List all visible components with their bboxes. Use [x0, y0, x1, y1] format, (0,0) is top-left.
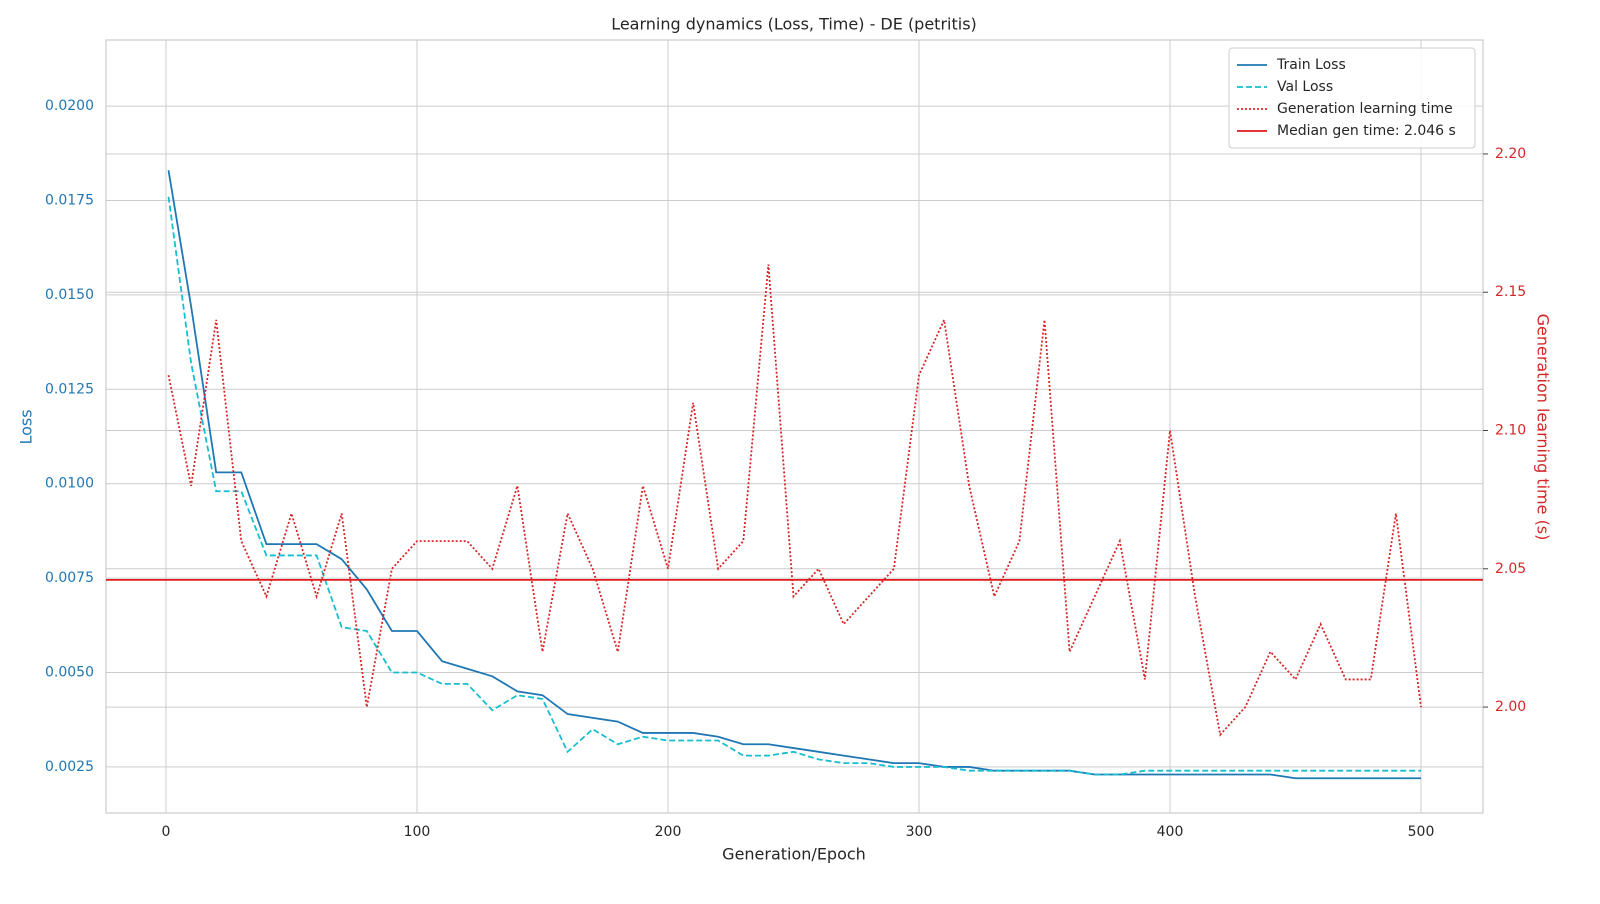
y-tick-label: 0.0100 — [45, 476, 94, 492]
x-tick-label: 500 — [1408, 824, 1435, 840]
y2-tick-label: 2.10 — [1495, 423, 1526, 439]
plot-area — [105, 39, 1484, 814]
chart-title: Learning dynamics (Loss, Time) - DE (pet… — [611, 15, 977, 34]
x-axis-label: Generation/Epoch — [722, 845, 866, 864]
y-tick-label: 0.0050 — [45, 665, 94, 681]
y2-tick-label: 2.05 — [1495, 561, 1526, 577]
y2-tick-label: 2.20 — [1495, 146, 1526, 162]
y2-tick-label: 2.15 — [1495, 284, 1526, 300]
y-tick-label: 0.0125 — [45, 381, 94, 397]
series-line — [167, 170, 1422, 780]
y-tick-label: 0.0150 — [45, 287, 94, 303]
y2-axis-label: Generation learning time (s) — [1534, 314, 1553, 541]
y2-tick-label: 2.00 — [1495, 699, 1526, 715]
legend-label: Median gen time: 2.046 s — [1277, 123, 1456, 139]
x-tick-label: 300 — [906, 824, 933, 840]
legend-label: Val Loss — [1277, 79, 1333, 95]
x-tick-label: 200 — [655, 824, 682, 840]
y-axis-label: Loss — [17, 409, 36, 444]
y-tick-label: 0.0175 — [45, 192, 94, 208]
legend-label: Generation learning time — [1277, 101, 1453, 117]
y-tick-label: 0.0025 — [45, 759, 94, 775]
legend-box — [1228, 47, 1476, 149]
series-line — [167, 196, 1422, 776]
x-tick-label: 400 — [1157, 824, 1184, 840]
legend-label: Train Loss — [1276, 57, 1346, 73]
x-tick-label: 100 — [404, 824, 431, 840]
y-tick-label: 0.0075 — [45, 570, 94, 586]
y-tick-label: 0.0200 — [45, 98, 94, 114]
x-tick-label: 0 — [162, 824, 171, 840]
series-line — [167, 264, 1422, 737]
